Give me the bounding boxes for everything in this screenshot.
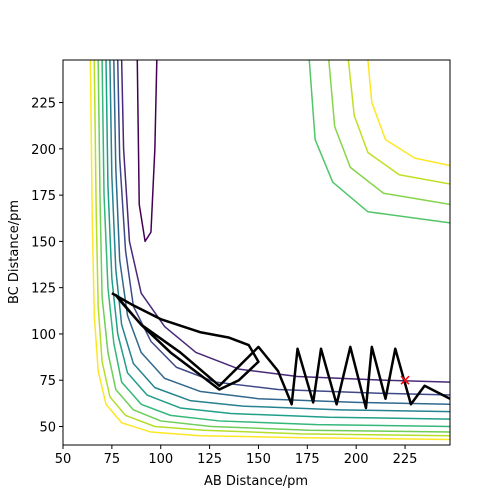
contour-line <box>367 60 450 167</box>
y-tick-label: 200 <box>31 143 56 158</box>
y-tick-label: 225 <box>31 97 56 112</box>
contour-line <box>113 60 450 406</box>
y-tick-label: 50 <box>39 420 56 435</box>
y-tick-label: 100 <box>31 328 56 343</box>
x-tick-label: 200 <box>344 452 369 467</box>
contour-line <box>328 60 450 206</box>
contour-line <box>347 60 450 185</box>
x-tick-label: 75 <box>104 452 121 467</box>
contour-line <box>93 60 450 437</box>
y-tick-label: 150 <box>31 235 56 250</box>
contour-line <box>308 60 450 224</box>
plot-area <box>89 60 450 441</box>
x-tick-label: 150 <box>246 452 271 467</box>
trajectory <box>111 292 450 410</box>
y-tick-label: 125 <box>31 282 56 297</box>
contour-line <box>116 60 450 396</box>
y-tick-label: 75 <box>39 374 56 389</box>
contour-line <box>89 60 450 441</box>
plot-frame <box>62 59 451 446</box>
contour-line <box>105 60 450 420</box>
x-tick-label: 125 <box>197 452 222 467</box>
x-tick-label: 175 <box>295 452 320 467</box>
end-marker <box>400 375 410 385</box>
contour-line <box>120 60 450 383</box>
x-axis-label: AB Distance/pm <box>204 474 308 489</box>
contour-line <box>97 60 450 433</box>
x-tick-label: 225 <box>393 452 418 467</box>
contour-line <box>101 60 450 428</box>
y-tick-label: 175 <box>31 189 56 204</box>
y-axis-label: BC Distance/pm <box>7 200 22 304</box>
contour-line <box>136 60 158 243</box>
contour-line <box>109 60 450 413</box>
x-tick-label: 100 <box>148 452 173 467</box>
x-tick-label: 50 <box>55 452 72 467</box>
